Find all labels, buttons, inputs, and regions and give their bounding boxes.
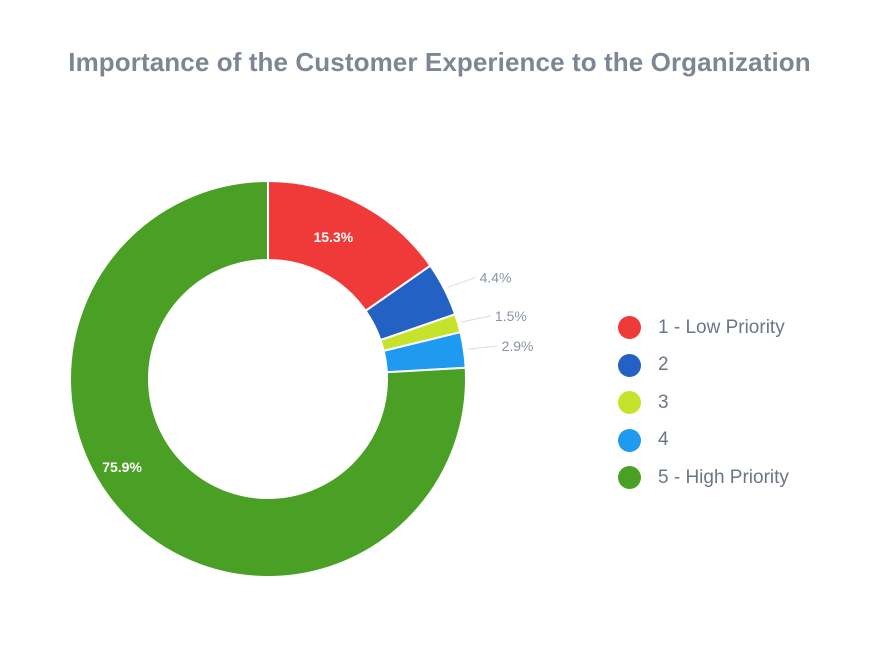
legend-swatch-4	[618, 428, 641, 452]
legend-label-5: 5 - High Priority	[658, 466, 789, 488]
legend: 1 - Low Priority 2 3 4 5 - High Priority	[618, 309, 858, 497]
slice-labels: 15.3% 4.4% 1.5% 2.9% 75.9%	[102, 229, 533, 475]
legend-item-3: 3	[618, 384, 858, 422]
legend-item-2: 2	[618, 347, 858, 385]
legend-swatch-1	[618, 316, 641, 340]
chart-title: Importance of the Customer Experience to…	[68, 47, 811, 77]
leader-line-3	[461, 315, 492, 323]
label-leaders	[447, 276, 498, 350]
legend-swatch-3	[618, 391, 641, 415]
slice-value-label-5: 75.9%	[102, 459, 142, 475]
leader-line-4	[467, 345, 498, 350]
legend-swatch-2	[618, 353, 641, 377]
leader-line-2	[447, 276, 476, 288]
legend-label-1: 1 - Low Priority	[658, 316, 785, 338]
donut-slices	[69, 179, 467, 578]
legend-label-2: 2	[658, 354, 669, 376]
donut-slice-5	[69, 179, 467, 578]
legend-swatch-5	[618, 466, 641, 490]
legend-item-4: 4	[618, 422, 858, 460]
slice-value-label-1: 15.3%	[313, 229, 353, 245]
slice-value-label-3: 1.5%	[495, 308, 527, 324]
legend-item-5: 5 - High Priority	[618, 459, 858, 497]
legend-label-4: 4	[658, 429, 669, 451]
legend-item-1: 1 - Low Priority	[618, 309, 858, 347]
slice-value-label-4: 2.9%	[502, 338, 534, 354]
legend-label-3: 3	[658, 391, 669, 413]
slice-value-label-2: 4.4%	[480, 269, 512, 285]
